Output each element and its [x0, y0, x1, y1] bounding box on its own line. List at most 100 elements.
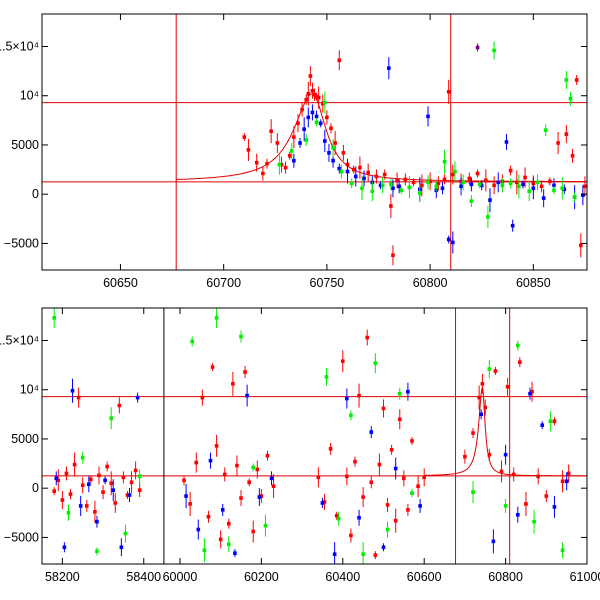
data-point — [72, 462, 77, 467]
data-point — [510, 223, 515, 228]
data-point — [345, 169, 350, 174]
data-point — [322, 500, 327, 504]
data-point — [564, 132, 569, 136]
data-point — [261, 171, 265, 176]
data-point — [471, 490, 475, 494]
data-point — [369, 430, 374, 434]
data-point — [308, 74, 313, 78]
data-point — [380, 183, 385, 188]
y-tick-label: 10⁴ — [20, 383, 39, 397]
data-point — [333, 141, 337, 145]
data-point — [233, 551, 237, 555]
data-point — [486, 215, 490, 219]
data-point — [491, 539, 496, 544]
data-point — [440, 186, 445, 191]
data-point — [52, 316, 57, 320]
y-tick-label: −5000 — [4, 530, 39, 544]
data-point — [231, 382, 235, 386]
data-point — [564, 78, 569, 82]
data-point — [310, 89, 315, 93]
data-point — [327, 151, 331, 155]
data-point — [245, 393, 249, 398]
data-point — [570, 153, 575, 158]
data-point — [453, 169, 457, 174]
data-point — [196, 527, 201, 532]
data-point — [499, 469, 504, 474]
data-point — [137, 474, 142, 479]
data-point — [487, 452, 492, 457]
data-point — [103, 478, 107, 483]
data-point — [508, 168, 513, 173]
data-point — [328, 447, 333, 451]
data-point — [492, 183, 496, 188]
data-point — [461, 180, 465, 185]
data-point — [475, 171, 480, 176]
data-point — [125, 493, 130, 497]
data-point — [480, 382, 485, 386]
data-point — [202, 548, 207, 553]
data-point — [406, 389, 410, 394]
data-point — [66, 511, 71, 515]
data-point — [436, 181, 441, 186]
data-point — [227, 542, 231, 547]
y-tick-label: 0 — [32, 481, 39, 495]
data-point — [393, 466, 398, 471]
data-point — [357, 393, 361, 398]
data-point — [320, 101, 325, 106]
data-point — [345, 396, 349, 401]
data-point — [528, 391, 532, 396]
data-point — [351, 167, 356, 172]
data-point — [531, 186, 536, 191]
data-point — [300, 107, 304, 112]
data-point — [548, 419, 553, 424]
data-point — [111, 488, 116, 492]
x-tick-label: 58400 — [126, 570, 161, 584]
x-tick-label: 60700 — [206, 276, 241, 290]
data-point — [521, 182, 525, 187]
data-point — [381, 406, 386, 411]
data-point — [80, 483, 85, 488]
data-point — [560, 186, 565, 191]
x-tick-label: 60800 — [488, 570, 523, 584]
data-point — [365, 335, 370, 340]
data-point — [269, 129, 273, 133]
data-point — [361, 552, 365, 556]
data-point — [397, 391, 402, 396]
data-point — [484, 178, 488, 183]
top-plot-area — [42, 14, 587, 270]
data-point — [123, 531, 128, 536]
y-tick-label: 1.5×10⁴ — [0, 39, 39, 53]
data-point — [426, 180, 430, 185]
data-point — [331, 158, 335, 163]
data-point — [95, 549, 99, 553]
data-point — [552, 505, 557, 509]
data-point — [399, 188, 404, 193]
series-1 — [292, 57, 585, 254]
data-point — [560, 548, 565, 553]
data-point — [426, 114, 430, 119]
data-point — [541, 196, 546, 200]
data-point — [101, 490, 105, 494]
data-point — [428, 179, 432, 184]
data-point — [566, 471, 571, 476]
data-point — [397, 417, 402, 422]
data-point — [353, 459, 357, 464]
data-point — [544, 494, 549, 498]
data-point — [214, 444, 219, 448]
data-point — [320, 501, 325, 505]
data-point — [389, 447, 394, 452]
data-point — [403, 177, 408, 182]
data-point — [579, 243, 583, 248]
data-point — [552, 419, 557, 424]
data-point — [296, 121, 300, 126]
data-point — [411, 180, 416, 185]
data-point — [332, 552, 337, 556]
data-point — [137, 488, 142, 492]
data-point — [302, 127, 306, 131]
x-tick-label: 60000 — [163, 570, 198, 584]
data-point — [277, 162, 282, 167]
data-point — [459, 184, 463, 189]
x-tick-label: 60850 — [516, 276, 551, 290]
data-point — [564, 479, 569, 484]
data-point — [117, 403, 122, 408]
